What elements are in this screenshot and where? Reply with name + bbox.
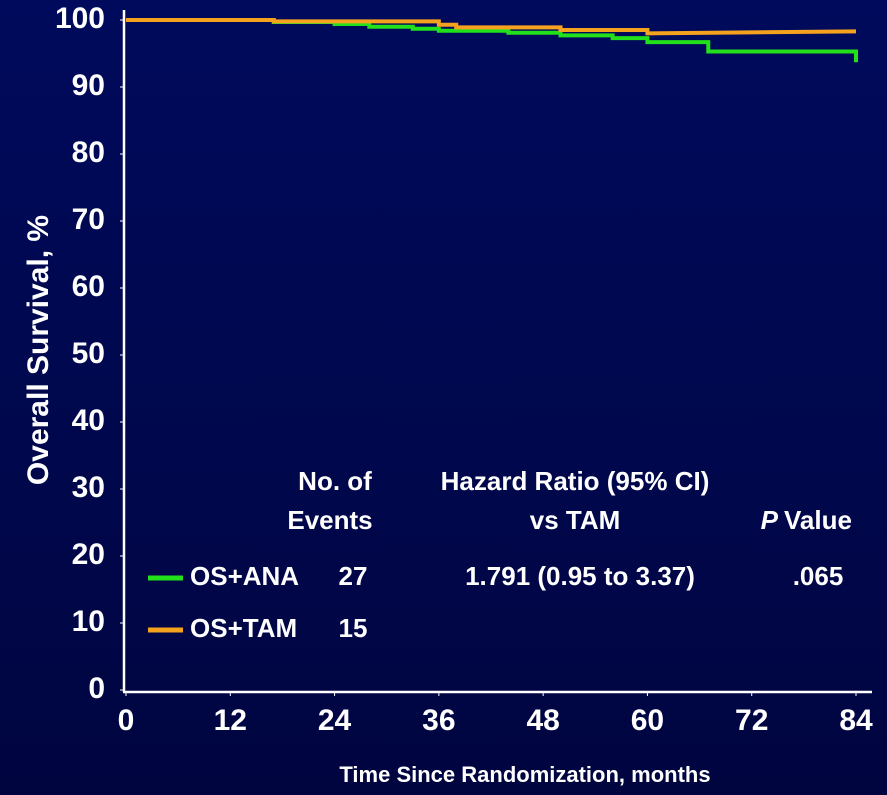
legend-label: OS+ANA	[190, 561, 299, 591]
y-axis-title: Overall Survival, %	[22, 215, 55, 485]
hazard-header: vs TAM	[530, 505, 621, 535]
y-tick-label: 40	[72, 404, 105, 437]
y-tick-label: 80	[72, 136, 105, 169]
y-tick-label: 60	[72, 270, 105, 303]
x-tick-label: 72	[735, 704, 768, 737]
y-tick-label: 90	[72, 69, 105, 102]
p-header: Value	[784, 505, 852, 535]
events-header: No. of	[298, 466, 372, 496]
y-tick-label: 100	[55, 2, 105, 35]
events-header: Events	[287, 505, 372, 535]
x-tick-label: 84	[839, 704, 873, 737]
y-tick-label: 70	[72, 203, 105, 236]
legend-label: OS+TAM	[190, 613, 297, 643]
x-tick-label: 36	[422, 704, 455, 737]
hazard-ratio: 1.791 (0.95 to 3.37)	[465, 561, 695, 591]
p-value: .065	[793, 561, 844, 591]
x-tick-label: 60	[631, 704, 664, 737]
p-header: P	[761, 505, 779, 535]
y-tick-label: 0	[88, 672, 105, 705]
x-tick-label: 0	[118, 704, 135, 737]
x-tick-label: 48	[526, 704, 559, 737]
survival-curve	[126, 18, 858, 63]
survival-curve	[126, 18, 857, 36]
y-tick-label: 50	[72, 337, 105, 370]
y-tick-label: 20	[72, 538, 105, 571]
hazard-header: Hazard Ratio (95% CI)	[441, 466, 710, 496]
event-count: 27	[339, 561, 368, 591]
x-axis-title: Time Since Randomization, months	[339, 762, 710, 787]
x-tick-label: 24	[318, 704, 352, 737]
event-count: 15	[339, 613, 368, 643]
y-tick-label: 30	[72, 471, 105, 504]
x-tick-label: 12	[214, 704, 247, 737]
y-tick-label: 10	[72, 605, 105, 638]
